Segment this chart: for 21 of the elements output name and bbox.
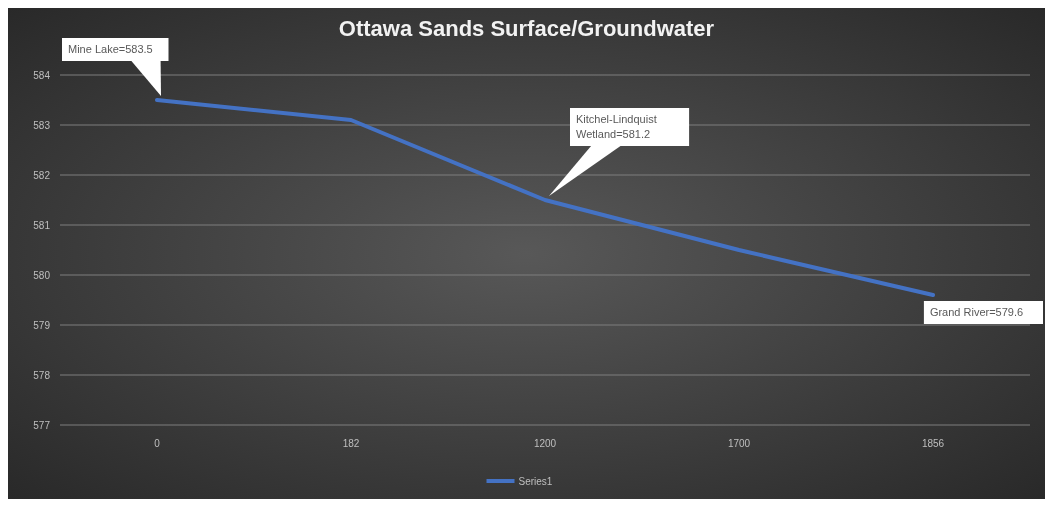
y-tick-label: 579 [33,319,51,331]
annotation: Kitchel-Lindquist Wetland=581.2 [576,113,657,140]
y-tick-label: 578 [33,369,51,381]
x-tick-label: 182 [342,438,360,449]
y-tick-label: 584 [33,69,51,81]
y-tick-label: 583 [33,119,51,131]
callout: Kitchel-Lindquist Wetland=581.2 [549,108,690,196]
annotation: Grand River=579.6 [929,306,1024,318]
line-series [155,98,935,297]
y-tick-label: 580 [33,269,51,281]
x-tick-label: 1856 [921,438,945,449]
x-tick-label: 0 [154,438,161,449]
y-tick-label: 581 [33,219,51,231]
y-tick-label: 577 [33,419,51,431]
x-tick-label: 1200 [533,438,557,449]
y-tick-label: 582 [33,169,51,181]
x-tick-label: 1700 [727,438,751,449]
chart-title: Ottawa Sands Surface/Groundwater [338,16,715,41]
legend-label: Series1 [518,475,553,487]
callout: Grand River=579.6 [923,301,1043,324]
callout: Mine Lake=583.5 [62,38,169,96]
